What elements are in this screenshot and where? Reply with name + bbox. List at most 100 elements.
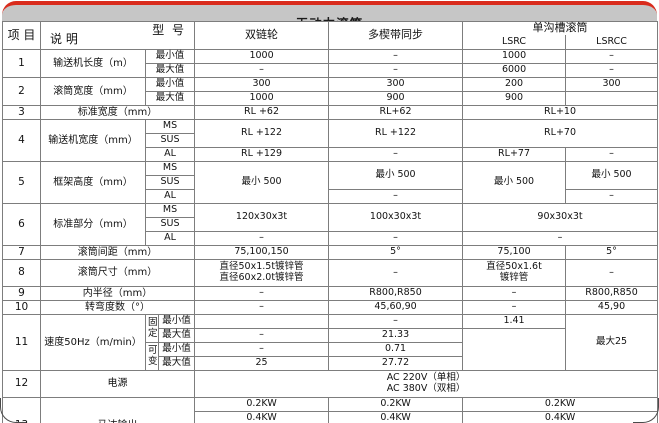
cell-value: – — [328, 189, 464, 204]
row-no: 8 — [2, 259, 41, 287]
cell-value: – — [194, 63, 330, 78]
header-group-double-sprocket: 双链轮 — [194, 21, 330, 50]
cell-value: – — [328, 259, 464, 287]
cell-line: AC 220V（单相） — [386, 372, 466, 384]
cell-value: – — [565, 147, 659, 162]
cell-value: 300 — [194, 77, 330, 92]
row-sub-label: AL — [144, 189, 196, 204]
cell-value: RL +122 — [328, 119, 464, 148]
cell-value: 最小 500 — [328, 161, 464, 190]
header-item: 项 目 — [2, 21, 41, 50]
cell-value: 45,60,90 — [328, 300, 464, 315]
cell-value: 120x30x3t — [194, 203, 330, 232]
row-sub-label: 最小值 — [144, 49, 196, 64]
row-sub-group-char: 定 — [148, 327, 158, 339]
row-sub-label: MS — [144, 203, 196, 218]
table-row: 5 框架高度（mm） MS 最小 500 最小 500 最小 500 最小 50… — [2, 161, 659, 204]
row-sub-label: 最大值 — [144, 63, 196, 78]
cell-value: 1000 — [194, 49, 330, 64]
row-desc: 输送机长度（m） — [40, 49, 146, 78]
table-header-row: 项 目 说 明 型 号 双链轮 多楔带同步 单沟槽滚筒 — [2, 21, 659, 50]
header-group-single-groove: 单沟槽滚筒 — [462, 21, 659, 35]
table-row: 11 速度50Hz（m/min） 固 定 最小值 – 1.41 最大25 — [2, 314, 659, 371]
cell-value: 直径50x1.5t镀锌管 直径60x2.0t镀锌管 — [194, 259, 330, 287]
row-desc: 转弯度数（°） — [39, 300, 196, 315]
cell-value: 6000 — [462, 63, 567, 78]
row-desc: 电源 — [39, 370, 196, 398]
table-row: 3 标准宽度（mm） RL +62 RL+62 RL+10 — [2, 105, 659, 120]
cell-value: 200 — [462, 77, 567, 92]
cell-value: 5° — [565, 245, 659, 260]
cell-value: 最小 500 — [462, 161, 567, 204]
row-sub-group-char: 固 — [148, 316, 158, 328]
cell-value: 0.71 — [328, 342, 464, 357]
cell-value: 21.33 — [328, 328, 464, 343]
cell-value: – — [565, 259, 659, 287]
row-no: 9 — [2, 286, 41, 301]
row-desc: 速度50Hz（m/min） — [40, 314, 146, 371]
cell-value: – — [194, 342, 330, 357]
row-sub-label: 最大值 — [157, 356, 196, 371]
row-no: 10 — [2, 300, 41, 315]
table-row: 8 滚筒尺寸（mm） 直径50x1.5t镀锌管 直径60x2.0t镀锌管 – 直… — [2, 259, 659, 287]
cell-value: RL+62 — [328, 105, 464, 120]
header-model-label: 型 号 — [152, 23, 187, 37]
cell-value: 0.2KW — [462, 397, 659, 412]
cell-line: 直径60x2.0t镀锌管 — [219, 272, 304, 283]
row-sub-label: 最小值 — [157, 314, 196, 329]
cell-value: 45,90 — [565, 300, 659, 315]
table-row: 6 标准部分（mm） MS 120x30x3t 100x30x3t 90x30x… — [2, 203, 659, 246]
row-sub-label: AL — [144, 231, 196, 246]
row-desc: 马达输出 — [39, 397, 196, 423]
cell-value: 最小 500 — [565, 161, 659, 190]
cell-value: – — [194, 328, 330, 343]
row-sub-label: 最大值 — [157, 328, 196, 343]
cell-value: 最大25 — [565, 314, 659, 371]
cell-value: 100x30x3t — [328, 203, 464, 232]
row-desc: 标准部分（mm） — [40, 203, 146, 246]
cell-value: 直径50x1.6t 镀锌管 — [462, 259, 567, 287]
cell-value: – — [565, 49, 659, 64]
table-row: SUS — [3, 217, 658, 232]
cell-value: – — [462, 231, 659, 246]
cell-value: 1.41 — [462, 314, 567, 329]
cell-value: 0.4KW — [194, 411, 330, 423]
cell-value: 1000 — [462, 49, 567, 64]
row-sub-label: 最小值 — [144, 77, 196, 92]
cell-value: R800,R850 — [328, 286, 464, 301]
cell-value: – — [462, 286, 567, 301]
table-row: SUS — [3, 175, 658, 190]
cell-value: – — [565, 189, 659, 204]
header-sub-lsrcc: LSRCC — [565, 35, 659, 50]
table-row: 7 滚筒间距（mm） 75,100,150 5° 75,100 5° — [2, 245, 659, 260]
row-desc: 滚筒间距（mm） — [39, 245, 196, 260]
cell-value: – — [194, 300, 330, 315]
cell-value: – — [328, 314, 464, 329]
row-sub-group-fixed: 固 定 — [145, 314, 159, 343]
cell-value: – — [328, 49, 464, 64]
cell-value: 900 — [462, 91, 567, 106]
row-no: 2 — [2, 77, 41, 106]
cell-value: – — [462, 300, 567, 315]
table-row: 13 马达输出 0.2KW 0.2KW 0.2KW — [2, 397, 659, 423]
cell-value: RL +62 — [194, 105, 330, 120]
cell-line: 直径50x1.5t镀锌管 — [219, 261, 304, 273]
table-row: 12 电源 AC 220V（单相） AC 380V（双相） — [2, 370, 659, 398]
cell-value: 0.4KW — [462, 411, 659, 423]
cell-value: – — [194, 231, 330, 246]
cell-value: 90x30x3t — [462, 203, 659, 232]
specification-table: 项 目 说 明 型 号 双链轮 多楔带同步 单沟槽滚筒 LSRC LSRCC 1… — [2, 21, 659, 423]
header-sub-lsrc: LSRC — [462, 35, 567, 50]
row-no: 1 — [2, 49, 41, 78]
cell-value: 最小 500 — [194, 161, 330, 204]
cell-value: – — [328, 63, 464, 78]
cell-value: – — [194, 286, 330, 301]
row-sub-label: AL — [144, 147, 196, 162]
cell-value: 0.4KW — [328, 411, 464, 423]
row-desc: 框架高度（mm） — [40, 161, 146, 204]
cell-line: 直径50x1.6t — [486, 261, 542, 273]
header-group-poly-v-belt: 多楔带同步 — [328, 21, 464, 50]
cell-value: AC 220V（单相） AC 380V（双相） — [194, 370, 659, 398]
cell-value — [565, 91, 659, 106]
